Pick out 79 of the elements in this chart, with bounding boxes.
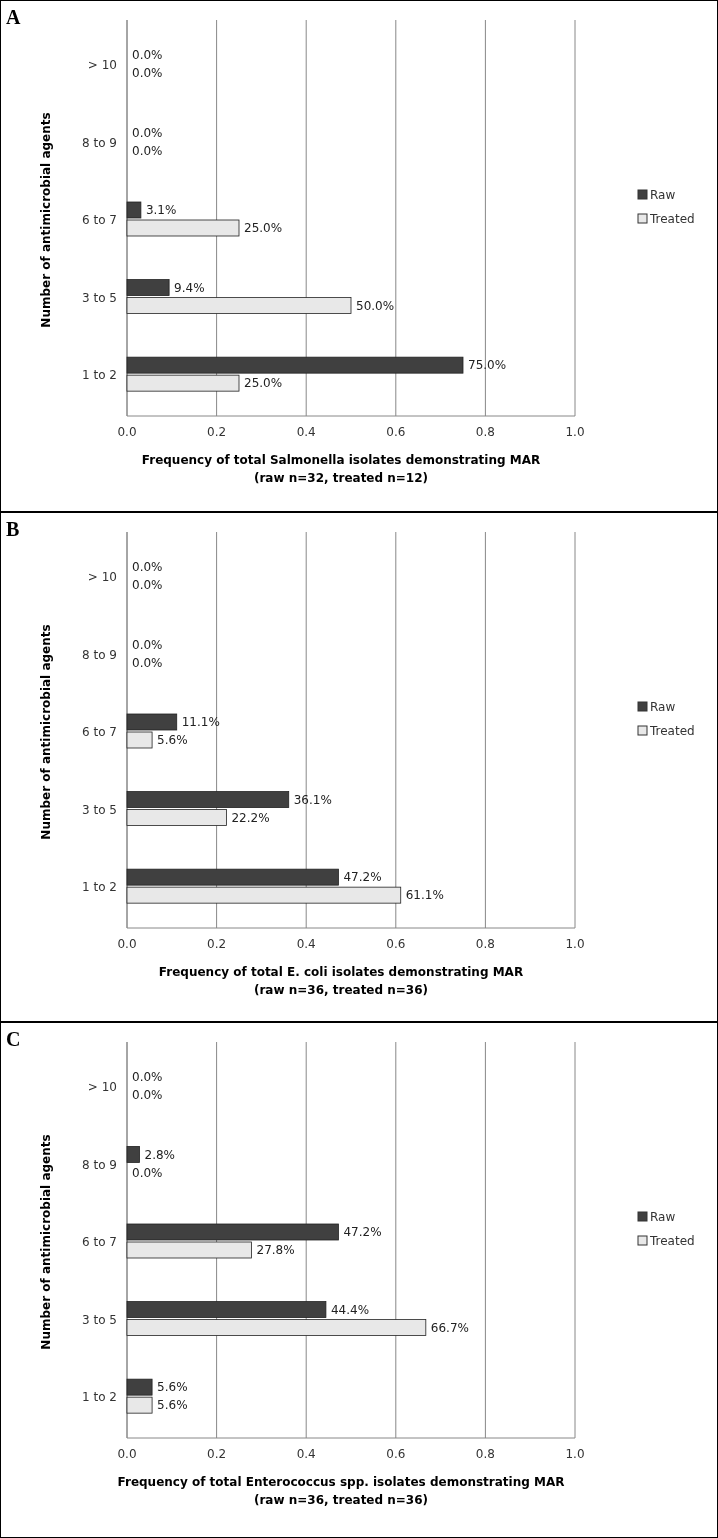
data-label: 2.8% <box>144 1147 176 1162</box>
data-label: 44.4% <box>330 1302 370 1317</box>
y-tick-label: > 10 <box>87 58 117 73</box>
x-tick-label: 0.4 <box>296 1447 316 1461</box>
x-tick-label: 0.4 <box>296 425 316 439</box>
data-label: 11.1% <box>181 715 220 730</box>
legend-label: Treated <box>649 723 695 738</box>
y-tick-label: 8 to 9 <box>82 647 117 662</box>
y-tick-label: > 10 <box>87 570 117 585</box>
x-axis-title: Frequency of total Salmonella isolates demonstrating MAR (raw n=32, treated n=12) <box>141 453 541 485</box>
chart-title: C <box>6 1028 21 1050</box>
y-tick-label: 3 to 5 <box>82 1312 117 1327</box>
data-label: 22.2% <box>231 810 270 825</box>
data-label: 25.0% <box>244 376 283 391</box>
y-tick-label: 6 to 7 <box>82 213 117 228</box>
data-label: 3.1% <box>145 203 177 218</box>
y-tick-label: 1 to 2 <box>82 368 117 383</box>
data-label: 27.8% <box>256 1243 295 1258</box>
data-label: 0.0% <box>132 637 163 652</box>
x-tick-label: 0.0 <box>117 425 137 439</box>
legend-label: Treated <box>649 1233 695 1248</box>
x-tick-label: 0.8 <box>475 425 495 439</box>
data-label: 5.6% <box>157 1380 188 1395</box>
data-label: 0.0% <box>132 578 163 593</box>
y-tick-label: > 10 <box>87 1080 117 1095</box>
x-tick-label: 1.0 <box>565 425 585 439</box>
y-axis-title: Number of antimicrobial agents <box>39 112 53 328</box>
x-tick-label: 0.8 <box>475 1447 495 1461</box>
y-axis-title: Number of antimicrobial agents <box>39 624 53 840</box>
legend-label: Raw <box>650 699 676 714</box>
x-tick-label: 0.2 <box>207 1447 227 1461</box>
data-label: 9.4% <box>174 280 205 295</box>
x-tick-label: 1.0 <box>565 1447 585 1461</box>
chart-title: B <box>6 518 20 540</box>
data-label: 5.6% <box>157 733 188 748</box>
x-tick-label: 0.6 <box>386 937 406 951</box>
legend-label: Raw <box>650 187 676 202</box>
data-label: 47.2% <box>343 870 382 885</box>
data-label: 0.0% <box>132 560 163 575</box>
data-label: 5.6% <box>157 1398 188 1413</box>
x-tick-label: 0.0 <box>117 1447 137 1461</box>
data-label: 50.0% <box>356 298 395 313</box>
x-tick-label: 0.8 <box>475 937 495 951</box>
data-label: 61.1% <box>405 888 444 903</box>
y-tick-label: 8 to 9 <box>82 1157 117 1172</box>
y-axis-title: Number of antimicrobial agents <box>39 1134 53 1350</box>
x-tick-label: 0.6 <box>386 1447 406 1461</box>
data-label: 25.0% <box>244 221 283 236</box>
x-tick-label: 1.0 <box>565 937 585 951</box>
x-tick-label: 0.0 <box>117 937 137 951</box>
y-tick-label: 3 to 5 <box>82 290 117 305</box>
y-tick-label: 6 to 7 <box>82 725 117 740</box>
x-tick-label: 0.4 <box>296 937 316 951</box>
data-label: 36.1% <box>293 792 332 807</box>
data-label: 0.0% <box>132 1165 163 1180</box>
bar <box>126 1146 140 1163</box>
data-label: 0.0% <box>132 143 163 158</box>
x-tick-label: 0.6 <box>386 425 406 439</box>
x-axis-title: Frequency of total E. coli isolates demonstrating MAR (raw n=36, treated n=36) <box>158 965 524 997</box>
y-tick-label: 1 to 2 <box>82 880 117 895</box>
y-tick-label: 1 to 2 <box>82 1390 117 1405</box>
data-label: 0.0% <box>132 48 163 63</box>
legend-label: Raw <box>650 1209 676 1224</box>
y-tick-label: 8 to 9 <box>82 135 117 150</box>
data-label: 75.0% <box>468 358 507 373</box>
data-label: 66.7% <box>430 1320 469 1335</box>
data-label: 47.2% <box>343 1225 382 1240</box>
data-label: 0.0% <box>132 66 163 81</box>
data-label: 0.0% <box>132 1070 163 1085</box>
x-tick-label: 0.2 <box>207 425 227 439</box>
legend-label: Treated <box>649 211 695 226</box>
x-axis-title: Frequency of total Enterococcus spp. isolates demonstrating MAR (raw n=36, treated n=36) <box>117 1475 565 1507</box>
data-label: 0.0% <box>132 1088 163 1103</box>
y-tick-label: 3 to 5 <box>82 802 117 817</box>
x-tick-label: 0.2 <box>207 937 227 951</box>
chart-title: A <box>6 6 21 28</box>
data-label: 0.0% <box>132 655 163 670</box>
data-label: 0.0% <box>132 125 163 140</box>
y-tick-label: 6 to 7 <box>82 1235 117 1250</box>
